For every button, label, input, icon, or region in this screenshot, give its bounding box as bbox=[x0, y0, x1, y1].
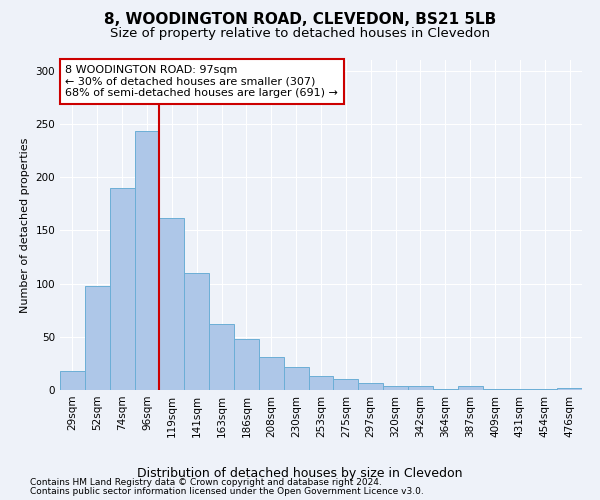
Text: Size of property relative to detached houses in Clevedon: Size of property relative to detached ho… bbox=[110, 28, 490, 40]
Text: 8, WOODINGTON ROAD, CLEVEDON, BS21 5LB: 8, WOODINGTON ROAD, CLEVEDON, BS21 5LB bbox=[104, 12, 496, 28]
Bar bbox=[508, 389, 532, 390]
Bar bbox=[532, 389, 557, 390]
Y-axis label: Number of detached properties: Number of detached properties bbox=[20, 138, 30, 312]
Text: 8 WOODINGTON ROAD: 97sqm
← 30% of detached houses are smaller (307)
68% of semi-: 8 WOODINGTON ROAD: 97sqm ← 30% of detach… bbox=[65, 65, 338, 98]
Bar bbox=[110, 188, 134, 390]
Text: Contains HM Land Registry data © Crown copyright and database right 2024.: Contains HM Land Registry data © Crown c… bbox=[30, 478, 382, 487]
Bar bbox=[160, 218, 184, 390]
Bar bbox=[433, 389, 458, 390]
Text: Distribution of detached houses by size in Clevedon: Distribution of detached houses by size … bbox=[137, 468, 463, 480]
Bar bbox=[234, 339, 259, 390]
Bar bbox=[334, 380, 358, 390]
Bar bbox=[383, 386, 408, 390]
Bar bbox=[358, 382, 383, 390]
Text: Contains public sector information licensed under the Open Government Licence v3: Contains public sector information licen… bbox=[30, 487, 424, 496]
Bar bbox=[308, 376, 334, 390]
Bar bbox=[408, 386, 433, 390]
Bar bbox=[60, 371, 85, 390]
Bar bbox=[458, 386, 482, 390]
Bar bbox=[134, 132, 160, 390]
Bar bbox=[184, 273, 209, 390]
Bar bbox=[85, 286, 110, 390]
Bar bbox=[284, 366, 308, 390]
Bar bbox=[482, 389, 508, 390]
Bar bbox=[259, 357, 284, 390]
Bar bbox=[557, 388, 582, 390]
Bar bbox=[209, 324, 234, 390]
